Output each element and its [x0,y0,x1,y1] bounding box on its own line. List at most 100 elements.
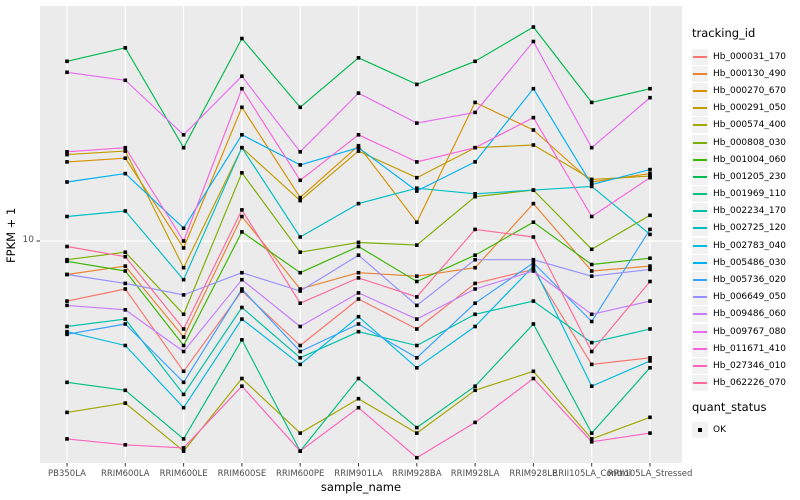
data-point [473,160,477,164]
legend-key-line-icon [693,124,707,127]
color-legend-title: tracking_id [692,26,756,40]
data-point [415,343,419,348]
legend-key [692,323,708,340]
data-point [531,128,536,132]
legend-key [692,134,708,151]
data-point [531,201,536,206]
data-point [473,301,477,305]
data-point [123,149,128,153]
data-point [589,431,594,435]
data-point [65,410,69,415]
data-point [531,39,536,44]
legend-key [692,82,708,99]
data-point [356,145,361,150]
data-point [531,86,536,91]
x-tick-label: RRIM600SE [218,469,267,479]
data-point [473,145,477,150]
data-point [589,145,594,150]
data-point [415,303,419,308]
data-point [531,261,536,265]
data-point [356,56,361,60]
data-point [589,262,594,267]
data-point [589,182,594,187]
data-point [356,322,361,326]
legend-key-line-icon [693,72,707,75]
legend-key-line-icon [693,364,707,367]
legend-item: Hb_000291_050 [692,100,800,117]
legend-item-label: Hb_002234_170 [713,206,787,217]
legend-item-label: Hb_001205_230 [713,171,787,182]
data-point [473,420,477,425]
legend-item-label: Hb_062226_070 [713,378,787,389]
data-point [531,143,536,147]
data-point [415,189,419,193]
data-point [65,150,69,154]
legend-item: Hb_000270_670 [692,82,800,99]
data-point [531,376,536,381]
data-point [531,269,536,273]
legend-item-label: OK [713,425,726,436]
data-point [589,100,594,105]
legend-key [692,220,708,237]
data-point [240,289,244,293]
data-point [65,437,69,441]
legend-key-line-icon [693,107,707,110]
data-point [356,253,361,257]
data-point [473,287,477,291]
data-point [356,396,361,401]
legend-key-line-icon [693,158,707,161]
data-point [240,305,244,310]
color-legend-items: Hb_000031_170 Hb_000130_490 Hb_000270_670 H… [692,48,800,392]
legend-item: Hb_000031_170 [692,48,800,65]
data-point [589,177,594,182]
data-point [298,250,302,254]
data-point [123,281,128,286]
legend-item-label: Hb_001969_110 [713,189,787,200]
data-point [415,295,419,299]
data-point [181,133,186,137]
data-point [648,431,652,435]
data-point [181,239,186,243]
data-point [240,36,244,41]
legend-item: Hb_001205_230 [692,168,800,185]
legend-item-label: Hb_009486_060 [713,309,787,320]
data-point [415,160,419,164]
legend-item-label: Hb_002725_120 [713,223,787,234]
x-tick-label: RRIM928LA [451,469,500,479]
x-tick-label: RRIM928LE [509,469,557,479]
data-point [298,362,302,367]
data-point [181,335,186,339]
data-point [648,327,652,331]
legend-item-label: Hb_005486_030 [713,257,787,268]
data-point [648,175,652,180]
data-point [240,317,244,321]
x-tick-label: RRIM600PE [276,469,324,479]
data-point [648,356,652,360]
legend-item-label: Hb_005736_020 [713,275,787,286]
data-point [589,319,594,324]
data-point [356,314,361,319]
legend-item-label: Hb_009767_080 [713,326,787,337]
data-point [415,366,419,370]
legend-item: Hb_027346_010 [692,357,800,374]
legend: tracking_id Hb_000031_170 Hb_000130_490 Hb… [692,26,800,439]
data-point [473,100,477,105]
data-point [123,209,128,213]
data-point [240,376,244,381]
legend-item-label: Hb_002783_040 [713,240,787,251]
data-point [123,287,128,291]
data-point [356,201,361,206]
data-point [65,160,69,164]
legend-item-label: Hb_000808_030 [713,137,787,148]
data-point [65,70,69,75]
data-point [415,121,419,125]
legend-item: Hb_005736_020 [692,271,800,289]
data-point [531,264,536,268]
data-point [123,264,128,268]
legend-key [692,100,708,117]
data-point [240,208,244,212]
data-point [531,369,536,374]
data-point [181,405,186,410]
